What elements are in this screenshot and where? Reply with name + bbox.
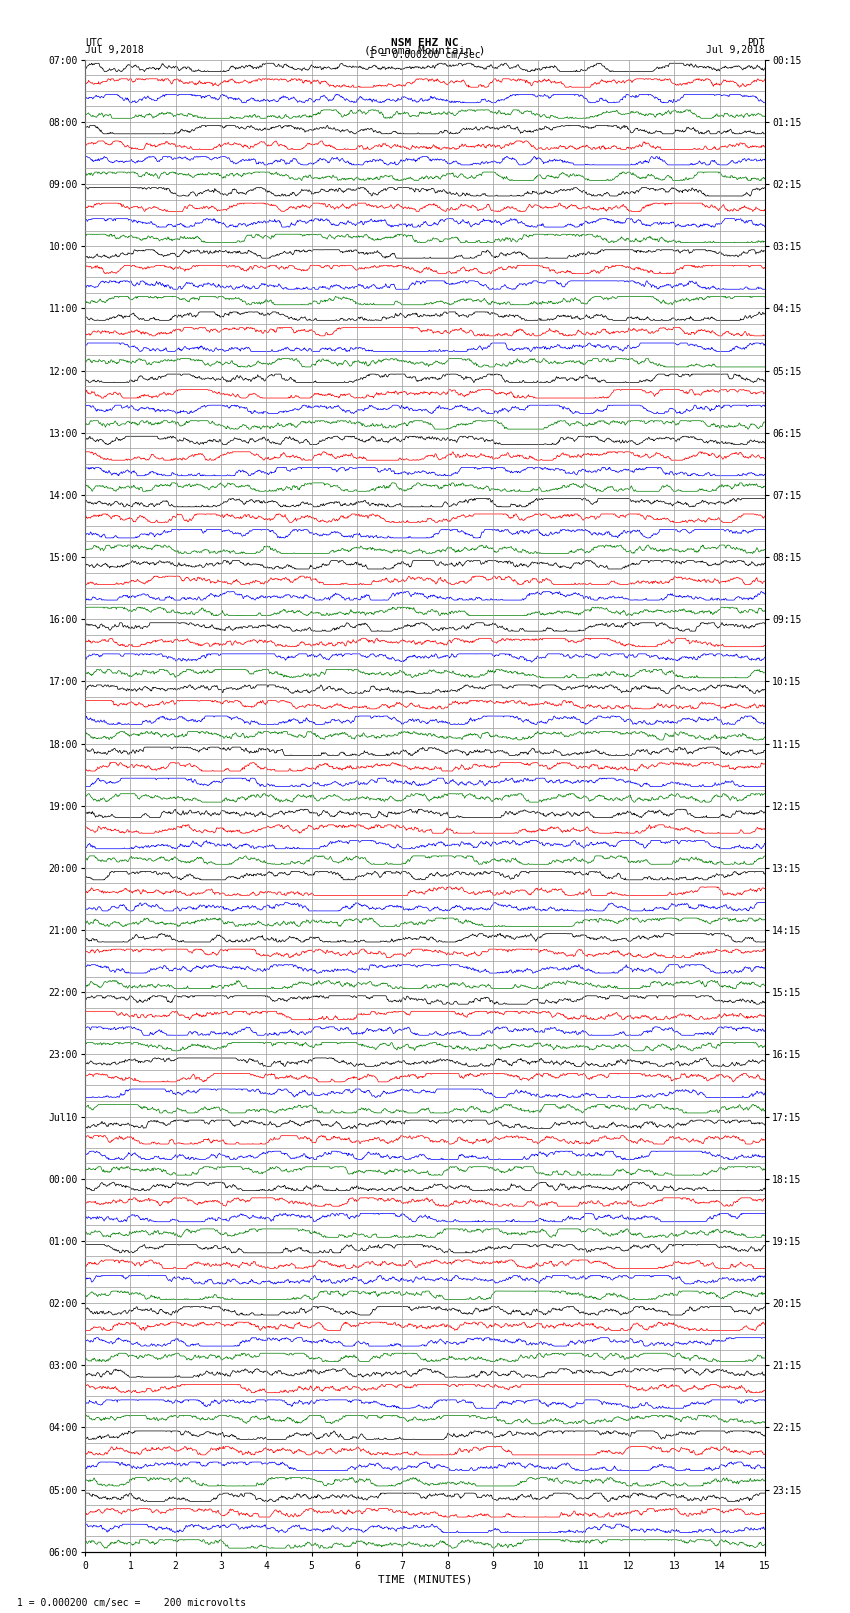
Text: 1 = 0.000200 cm/sec =    200 microvolts: 1 = 0.000200 cm/sec = 200 microvolts [17,1598,246,1608]
Text: I = 0.000200 cm/sec: I = 0.000200 cm/sec [369,50,481,60]
Text: Jul 9,2018: Jul 9,2018 [85,45,144,55]
Text: NSM EHZ NC: NSM EHZ NC [391,37,459,47]
X-axis label: TIME (MINUTES): TIME (MINUTES) [377,1574,473,1586]
Text: (Sonoma Mountain ): (Sonoma Mountain ) [365,45,485,56]
Text: Jul 9,2018: Jul 9,2018 [706,45,765,55]
Text: UTC: UTC [85,37,103,47]
Text: PDT: PDT [747,37,765,47]
